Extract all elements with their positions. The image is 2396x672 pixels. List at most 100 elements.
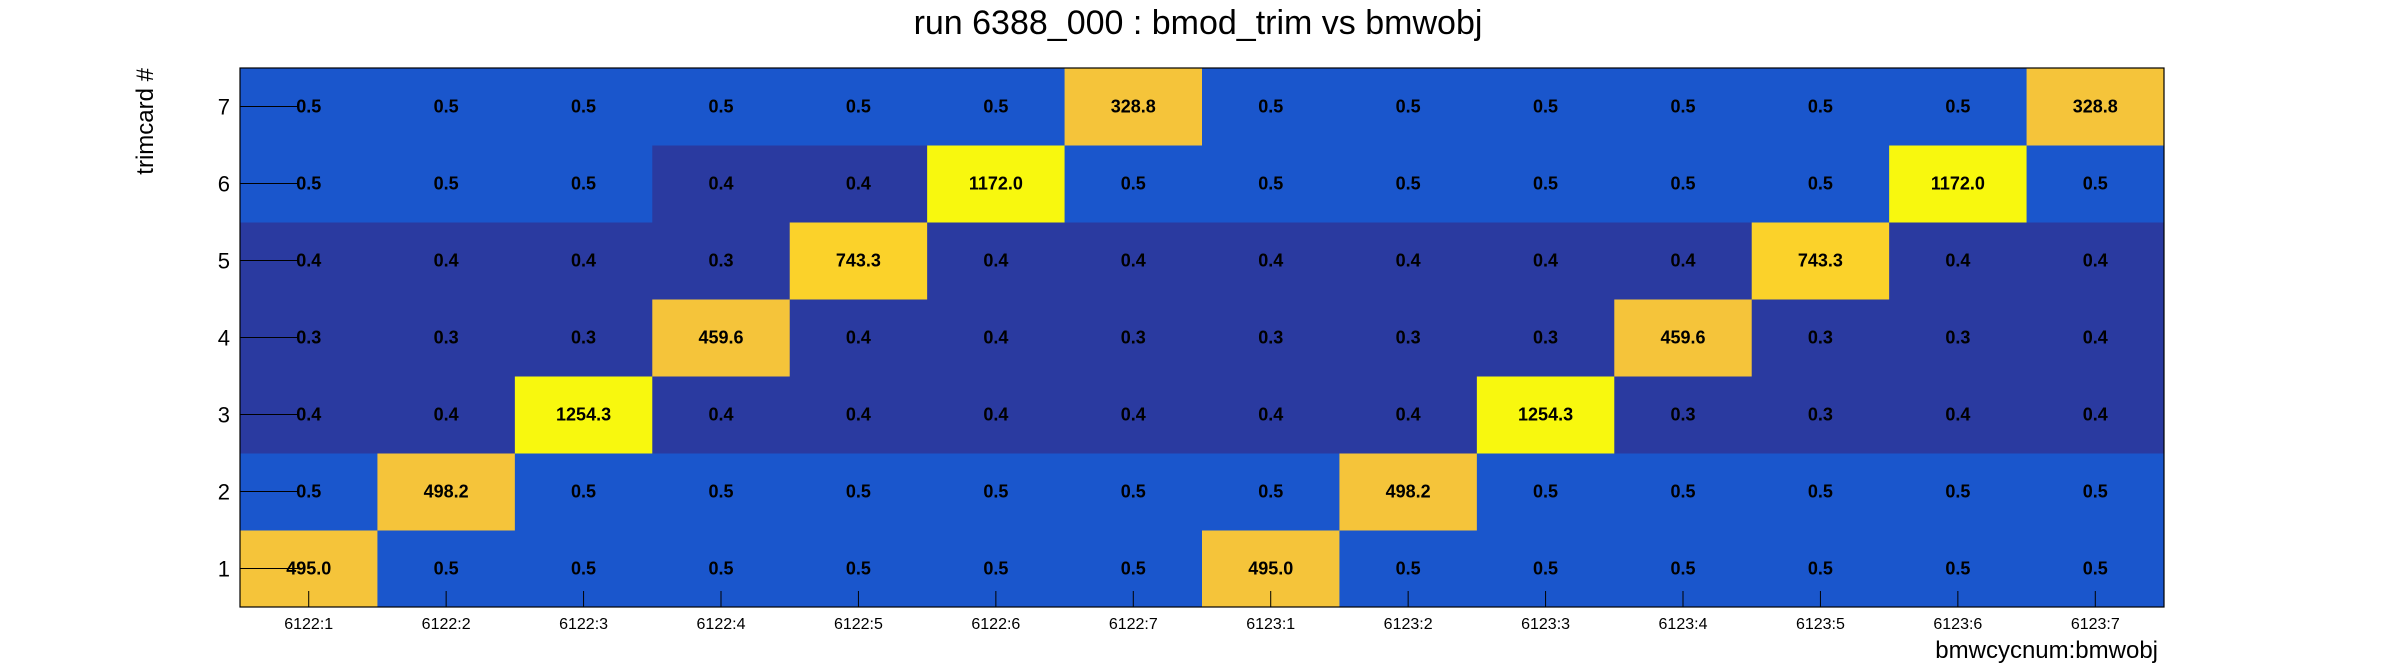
heatmap-cell — [1064, 453, 1203, 531]
heatmap-cell — [1064, 376, 1203, 454]
cell-value-label: 0.5 — [846, 482, 871, 502]
cell-value-label: 0.5 — [1396, 174, 1421, 194]
heatmap-cell — [789, 222, 928, 300]
y-tick-label: 4 — [218, 326, 230, 351]
heatmap-cell — [377, 68, 516, 146]
heatmap-cell — [1751, 68, 1890, 146]
cell-value-label: 0.3 — [1808, 328, 1833, 348]
y-tick-label: 1 — [218, 557, 230, 582]
heatmap-cell — [514, 453, 653, 531]
cell-value-label: 0.3 — [708, 251, 733, 271]
x-tick-label: 6123:4 — [1659, 616, 1708, 633]
cell-value-label: 0.3 — [296, 328, 321, 348]
heatmap-cells — [240, 68, 2165, 608]
cell-value-label: 0.5 — [983, 482, 1008, 502]
heatmap-cell — [1064, 68, 1203, 146]
heatmap-cell — [1476, 68, 1615, 146]
heatmap-cell — [1751, 453, 1890, 531]
cell-value-label: 0.4 — [846, 405, 871, 425]
x-tick-label: 6122:3 — [559, 616, 608, 633]
x-tick-label: 6123:6 — [1933, 616, 1982, 633]
cell-value-label: 0.5 — [1533, 559, 1558, 579]
cell-value-label: 0.4 — [1533, 251, 1558, 271]
heatmap-cell — [377, 222, 516, 300]
heatmap-cell — [1889, 376, 2028, 454]
cell-value-label: 0.5 — [1945, 97, 1970, 117]
heatmap-cell — [1476, 299, 1615, 377]
x-tick-label: 6123:2 — [1384, 616, 1433, 633]
cell-value-label: 0.5 — [434, 97, 459, 117]
cell-value-label: 0.4 — [708, 405, 733, 425]
cell-value-label: 0.3 — [434, 328, 459, 348]
cell-value-label: 0.5 — [296, 482, 321, 502]
heatmap-cell — [514, 222, 653, 300]
heatmap-cell — [652, 145, 791, 223]
heatmap-cell — [652, 299, 791, 377]
cell-value-label: 0.5 — [1945, 559, 1970, 579]
cell-value-label: 0.4 — [1945, 405, 1970, 425]
cell-value-label: 0.3 — [1533, 328, 1558, 348]
cell-value-label: 0.5 — [1121, 482, 1146, 502]
cell-value-label: 495.0 — [1248, 559, 1293, 579]
chart-title: run 6388_000 : bmod_trim vs bmwobj — [914, 4, 1483, 42]
cell-value-label: 0.4 — [1945, 251, 1970, 271]
x-tick-label: 6122:1 — [284, 616, 333, 633]
cell-value-label: 0.3 — [1670, 405, 1695, 425]
x-tick-label: 6122:7 — [1109, 616, 1158, 633]
heatmap-cell — [1476, 453, 1615, 531]
x-tick-label: 6122:4 — [697, 616, 746, 633]
cell-value-label: 0.5 — [708, 482, 733, 502]
cell-value-label: 0.5 — [434, 174, 459, 194]
cell-value-label: 0.5 — [983, 559, 1008, 579]
heatmap-cell — [1476, 145, 1615, 223]
heatmap-cell — [1339, 145, 1478, 223]
cell-value-label: 0.5 — [708, 97, 733, 117]
heatmap-cell — [1614, 299, 1753, 377]
cell-value-label: 0.5 — [296, 174, 321, 194]
heatmap-cell — [1202, 68, 1340, 146]
cell-value-label: 0.4 — [983, 328, 1008, 348]
heatmap-cell — [1751, 145, 1890, 223]
cell-value-label: 0.4 — [1670, 251, 1695, 271]
heatmap-cell — [1476, 222, 1615, 300]
y-tick-label: 6 — [218, 172, 230, 197]
heatmap-cell — [1339, 222, 1478, 300]
heatmap-cell — [652, 222, 791, 300]
cell-value-label: 0.5 — [296, 97, 321, 117]
heatmap-cell — [1202, 376, 1340, 454]
x-axis-label: bmwcycnum:bmwobj — [1935, 637, 2158, 664]
x-tick-label: 6123:7 — [2071, 616, 2120, 633]
heatmap-cell — [1614, 68, 1753, 146]
cell-value-label: 0.5 — [2083, 174, 2108, 194]
y-tick-label: 5 — [218, 249, 230, 274]
heatmap-cell — [1751, 376, 1890, 454]
y-tick-label: 3 — [218, 403, 230, 428]
heatmap-cell — [789, 299, 928, 377]
heatmap-cell — [2026, 68, 2165, 146]
heatmap-cell — [927, 222, 1066, 300]
x-tick-label: 6123:5 — [1796, 616, 1845, 633]
cell-value-label: 498.2 — [424, 482, 469, 502]
heatmap-cell — [1064, 299, 1203, 377]
cell-value-label: 0.4 — [571, 251, 596, 271]
cell-value-label: 0.5 — [1670, 174, 1695, 194]
heatmap-cell — [1751, 222, 1890, 300]
heatmap-cell — [1064, 145, 1203, 223]
heatmap-cell — [789, 145, 928, 223]
heatmap-cell — [1339, 299, 1478, 377]
cell-value-label: 498.2 — [1386, 482, 1431, 502]
cell-value-label: 0.5 — [1396, 559, 1421, 579]
cell-value-label: 0.4 — [1258, 405, 1283, 425]
y-tick-label: 2 — [218, 480, 230, 505]
heatmap-cell — [1614, 145, 1753, 223]
cell-value-label: 0.4 — [2083, 328, 2108, 348]
cell-value-label: 0.5 — [2083, 482, 2108, 502]
heatmap-cell — [1339, 376, 1478, 454]
heatmap-cell — [652, 453, 791, 531]
cell-value-label: 0.4 — [296, 405, 321, 425]
heatmap-cell — [652, 376, 791, 454]
cell-value-label: 0.5 — [846, 559, 871, 579]
cell-value-label: 0.5 — [1808, 97, 1833, 117]
cell-value-label: 0.3 — [1121, 328, 1146, 348]
cell-value-label: 1172.0 — [1931, 174, 1985, 194]
